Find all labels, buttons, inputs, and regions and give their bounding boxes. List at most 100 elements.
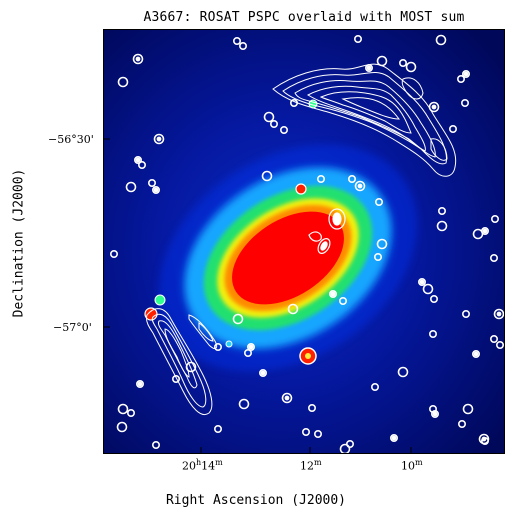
radio-relic-nw-contours <box>272 63 457 177</box>
radio-source-ring <box>493 308 505 320</box>
radio-source-ring <box>348 175 357 184</box>
radio-source-ring <box>428 101 440 113</box>
plot-frame <box>103 29 505 454</box>
radio-source-ring <box>429 294 438 303</box>
radio-source-ring <box>117 403 129 415</box>
radio-source-ring <box>373 253 382 262</box>
radio-source-ring <box>281 392 293 404</box>
radio-source-ring <box>456 74 465 83</box>
radio-source-ring <box>428 329 437 338</box>
radio-source-ring <box>417 278 426 287</box>
radio-source-ring <box>153 133 165 145</box>
radio-source-ring <box>132 53 144 65</box>
ra-tick-label-10m: 10m <box>401 458 423 473</box>
radio-source-ring <box>422 283 434 295</box>
radio-source-ring <box>116 421 128 433</box>
radio-source-ring <box>287 303 299 315</box>
ra-tick-minute-unit: m <box>415 458 423 467</box>
radio-source-ring <box>314 429 323 438</box>
radio-source-ring <box>346 439 355 448</box>
radio-source-ring <box>436 220 448 232</box>
ra-tick-hour-unit: h <box>196 458 202 467</box>
dec-tick-degrees: −56° <box>48 133 77 146</box>
radio-source-ring <box>270 120 279 129</box>
radio-source-ring <box>214 342 223 351</box>
radio-source-core <box>463 71 469 77</box>
cluster-central-contours <box>308 208 346 254</box>
ra-tick-hours: 20 <box>182 459 196 473</box>
x-axis-label: Right Ascension (J2000) <box>165 493 346 508</box>
radio-source-ring <box>151 186 160 195</box>
radio-source-core <box>366 65 372 71</box>
radio-source-ring <box>147 179 156 188</box>
radio-source-ring <box>490 215 499 224</box>
ra-tick-minute-unit: m <box>314 458 322 467</box>
radio-source-core <box>432 411 438 417</box>
radio-source-ring <box>110 250 119 259</box>
radio-source-ring <box>398 58 407 67</box>
radio-source-ring <box>185 361 197 373</box>
figure-title: A3667: ROSAT PSPC overlaid with MOST sum <box>143 10 465 25</box>
radio-source-ring <box>376 238 388 250</box>
radio-source-ring <box>430 409 439 418</box>
radio-source-ring <box>247 342 256 351</box>
radio-source-ring <box>239 42 248 51</box>
radio-source-ring <box>117 76 129 88</box>
radio-source-core <box>482 228 488 234</box>
radio-source-ring <box>125 181 137 193</box>
radio-source-ring <box>172 374 181 383</box>
radio-source-ring <box>290 99 299 108</box>
radio-source-ring <box>472 228 484 240</box>
radio-source-ring <box>133 156 142 165</box>
ra-tick-label-14m: 20h14m <box>182 458 223 473</box>
radio-source-core <box>156 136 162 142</box>
radio-source-ring <box>244 348 253 357</box>
radio-source-ring <box>489 254 498 263</box>
radio-source-core <box>284 395 290 401</box>
radio-source-ring <box>376 55 388 67</box>
radio-source-core <box>473 351 479 357</box>
radio-source-ring <box>461 309 470 318</box>
dec-tick-arcmin: 0' <box>81 321 92 334</box>
radio-source-core <box>135 157 141 163</box>
radio-source-core <box>496 311 502 317</box>
radio-source-core <box>260 370 266 376</box>
radio-source-ring <box>374 198 383 207</box>
radio-source-ring <box>405 61 417 73</box>
xray-radio-overlay-image <box>103 29 505 454</box>
radio-source-ring <box>135 379 144 388</box>
radio-source-core <box>330 291 336 297</box>
radio-source-ring <box>435 34 447 46</box>
radio-source-ring <box>397 366 409 378</box>
radio-source-ring <box>364 63 373 72</box>
radio-source-ring <box>389 433 398 442</box>
radio-source-ring <box>460 99 469 108</box>
radio-source-ring <box>457 419 466 428</box>
radio-source-ring <box>137 161 146 170</box>
radio-point-sources <box>110 34 505 454</box>
ra-tick-minutes: 12 <box>300 459 314 473</box>
radio-source-ring <box>261 170 273 182</box>
ra-tick-minutes: 14 <box>201 459 216 473</box>
radio-source-ring <box>489 334 498 343</box>
radio-source-core <box>431 104 437 110</box>
radio-source-ring <box>329 289 338 298</box>
radio-source-ring <box>471 349 480 358</box>
dec-tick-degrees: −57° <box>53 321 82 334</box>
radio-source-ring <box>232 313 244 325</box>
radio-source-ring <box>280 126 289 135</box>
radio-source-ring <box>480 436 489 445</box>
radio-source-core <box>137 381 143 387</box>
dec-tick-label-56-30: −56°30' <box>48 133 94 146</box>
radio-source-ring <box>238 398 250 410</box>
radio-source-core <box>419 279 425 285</box>
axis-ticks <box>103 138 412 454</box>
radio-source-core <box>248 344 254 350</box>
radio-source-core <box>153 187 159 193</box>
radio-source-ring <box>233 37 242 46</box>
ra-tick-minute-unit: m <box>215 458 223 467</box>
dec-tick-arcmin: 30' <box>76 133 94 146</box>
radio-source-ring <box>151 440 160 449</box>
ra-tick-label-12m: 12m <box>300 458 322 473</box>
radio-source-core <box>135 56 141 62</box>
